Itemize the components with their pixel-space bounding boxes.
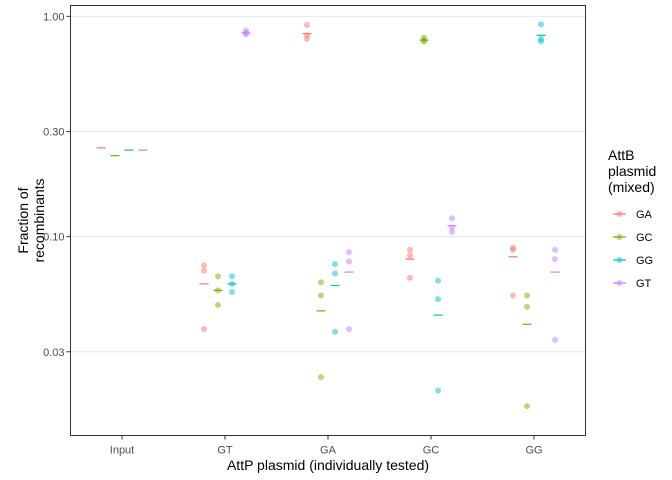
- data-point: [538, 38, 544, 45]
- y-tick-labels: 1.00 0.30 0.10 0.03: [43, 11, 71, 359]
- data-point: [215, 273, 221, 280]
- data-point: [524, 303, 530, 310]
- data-point: [332, 261, 338, 268]
- data-point: [552, 336, 558, 343]
- data-point: [510, 292, 516, 299]
- data-point: [346, 249, 352, 256]
- data-point: [229, 273, 235, 280]
- data-point: [552, 246, 558, 253]
- data-marks: [96, 21, 560, 410]
- x-tick-label: GG: [525, 445, 542, 457]
- data-point: [304, 35, 310, 42]
- data-point: [201, 262, 207, 269]
- data-point: [215, 301, 221, 308]
- legend-item-ga: GA: [613, 209, 653, 221]
- data-point: [304, 21, 310, 28]
- y-axis-title: Fraction ofrecombinants: [15, 178, 47, 262]
- data-point: [407, 252, 413, 259]
- data-point: [524, 403, 530, 410]
- x-tick-label: Input: [110, 445, 134, 457]
- data-point: [332, 328, 338, 335]
- legend-label: GT: [636, 278, 652, 290]
- data-point: [229, 289, 235, 296]
- legend-label: GG: [636, 255, 653, 267]
- data-point: [538, 21, 544, 28]
- legend-key-point: [616, 280, 623, 286]
- legend-item-gc: GC: [613, 232, 653, 244]
- legend-item-gg: GG: [613, 255, 653, 267]
- x-tick-label: GA: [320, 445, 337, 457]
- legend-item-gt: GT: [613, 278, 652, 290]
- y-axis-title-text: Fraction ofrecombinants: [15, 178, 47, 262]
- legend-title: plasmid: [608, 163, 656, 179]
- x-tick-label: GC: [423, 445, 440, 457]
- data-point: [421, 38, 427, 45]
- y-tick-label: 0.03: [43, 347, 64, 359]
- data-point: [407, 246, 413, 253]
- y-tick-label: 0.10: [43, 232, 64, 244]
- y-tick-label: 0.30: [43, 127, 64, 139]
- y-axis-title-line: recombinants: [31, 178, 47, 262]
- x-tick-labels: Input GT GA GC GG: [110, 435, 543, 457]
- data-point: [552, 256, 558, 263]
- data-point: [435, 277, 441, 284]
- data-point: [346, 326, 352, 333]
- series-gt: [138, 27, 560, 343]
- data-point: [407, 274, 413, 281]
- legend-key-point: [616, 211, 623, 217]
- x-axis-title: AttP plasmid (individually tested): [227, 457, 429, 473]
- series-gc: [110, 34, 532, 410]
- gridlines: [70, 15, 586, 353]
- y-tick-label: 1.00: [43, 11, 64, 23]
- panel-border: [70, 5, 586, 436]
- data-point: [524, 292, 530, 299]
- legend-key-point: [616, 234, 623, 240]
- data-point: [435, 387, 441, 394]
- data-point: [449, 228, 455, 235]
- data-point: [243, 31, 249, 38]
- legend-label: GA: [636, 209, 653, 221]
- legend-title: AttB: [608, 147, 634, 163]
- legend-key-point: [616, 257, 623, 263]
- series-gg: [124, 21, 546, 394]
- legend-title: (mixed): [608, 179, 655, 195]
- data-point: [201, 267, 207, 274]
- data-point: [346, 258, 352, 265]
- data-point: [510, 246, 516, 253]
- y-axis-title-line: Fraction of: [15, 187, 31, 253]
- data-point: [318, 374, 324, 381]
- data-point: [201, 326, 207, 333]
- data-point: [332, 270, 338, 277]
- legend-label: GC: [636, 232, 653, 244]
- x-tick-label: GT: [217, 445, 233, 457]
- series-ga: [96, 21, 518, 333]
- data-point: [449, 215, 455, 222]
- data-point: [435, 296, 441, 303]
- data-point: [318, 292, 324, 299]
- data-point: [318, 279, 324, 286]
